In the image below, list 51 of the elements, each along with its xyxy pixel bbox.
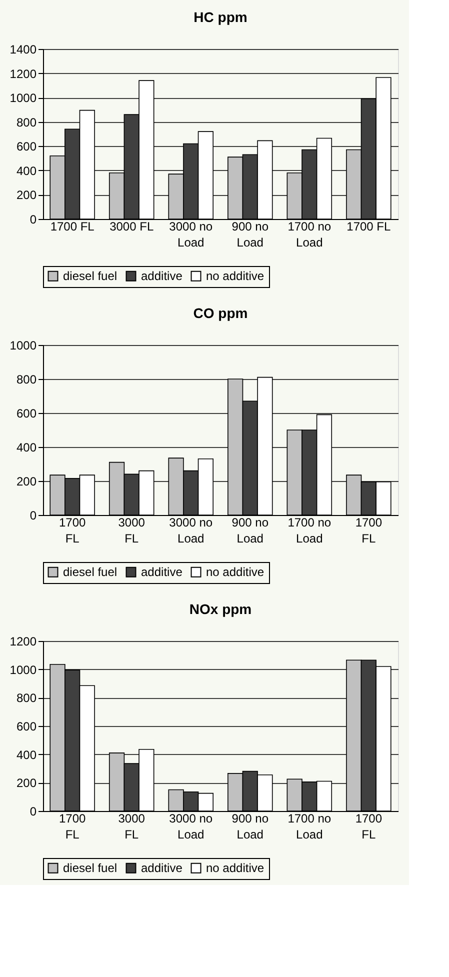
y-tick-label: 400 bbox=[16, 440, 37, 454]
y-tick-label: 200 bbox=[16, 776, 37, 790]
y-tick-label: 1200 bbox=[10, 66, 37, 81]
x-tick-label: 3000 no Load bbox=[169, 812, 213, 842]
chart-title: CO ppm bbox=[193, 305, 248, 321]
x-tick-label: 3000 FL bbox=[110, 220, 154, 234]
y-tick-label: 400 bbox=[16, 164, 37, 178]
x-tick-label: 900 no Load bbox=[232, 220, 269, 250]
y-tick-label: 600 bbox=[16, 140, 37, 154]
x-tick-label: 1700 FL bbox=[58, 516, 86, 546]
x-tick-label: 1700 FL bbox=[50, 220, 95, 234]
y-tick-label: 600 bbox=[16, 406, 37, 420]
y-tick-label: 800 bbox=[16, 372, 37, 386]
y-tick-label: 1400 bbox=[10, 42, 37, 56]
x-tick-label: 900 no Load bbox=[232, 516, 269, 546]
x-tick-label: 1700 FL bbox=[58, 812, 86, 842]
legend-label: no additive bbox=[206, 861, 264, 876]
x-tick-label: 3000 no Load bbox=[169, 516, 213, 546]
x-tick-label: 3000 FL bbox=[118, 812, 146, 842]
legend-label: diesel fuel bbox=[63, 565, 118, 580]
chart-title: HC ppm bbox=[194, 9, 248, 25]
legend-label: no additive bbox=[206, 565, 264, 580]
y-tick-label: 1200 bbox=[10, 634, 37, 648]
legend-label: no additive bbox=[206, 269, 264, 284]
legend-label: diesel fuel bbox=[63, 269, 118, 284]
y-tick-label: 0 bbox=[30, 508, 37, 522]
x-tick-label: 1700 FL bbox=[355, 516, 382, 546]
x-tick-label: 3000 FL bbox=[118, 516, 146, 546]
x-tick-label: 3000 no Load bbox=[169, 220, 213, 250]
y-tick-label: 1000 bbox=[10, 338, 37, 352]
x-tick-label: 1700 FL bbox=[355, 812, 382, 842]
x-tick-label: 900 no Load bbox=[232, 812, 269, 842]
y-tick-label: 800 bbox=[16, 691, 37, 706]
legend-label: additive bbox=[141, 861, 183, 876]
y-tick-label: 800 bbox=[16, 115, 37, 130]
y-tick-label: 1000 bbox=[10, 91, 37, 106]
chart-title: NOx ppm bbox=[189, 601, 252, 617]
y-tick-label: 200 bbox=[16, 474, 37, 488]
x-tick-label: 1700 no Load bbox=[288, 220, 332, 250]
legend-label: additive bbox=[141, 269, 183, 284]
y-tick-label: 0 bbox=[30, 804, 37, 818]
y-tick-label: 400 bbox=[16, 748, 37, 762]
x-tick-label: 1700 FL bbox=[346, 220, 391, 234]
y-tick-label: 600 bbox=[16, 720, 37, 734]
y-tick-label: 200 bbox=[16, 188, 37, 202]
y-tick-label: 1000 bbox=[10, 662, 37, 677]
legend-label: diesel fuel bbox=[63, 861, 118, 876]
x-tick-label: 1700 no Load bbox=[288, 812, 332, 842]
y-tick-label: 0 bbox=[30, 212, 37, 226]
x-tick-label: 1700 no Load bbox=[288, 516, 332, 546]
legend-label: additive bbox=[141, 565, 183, 580]
